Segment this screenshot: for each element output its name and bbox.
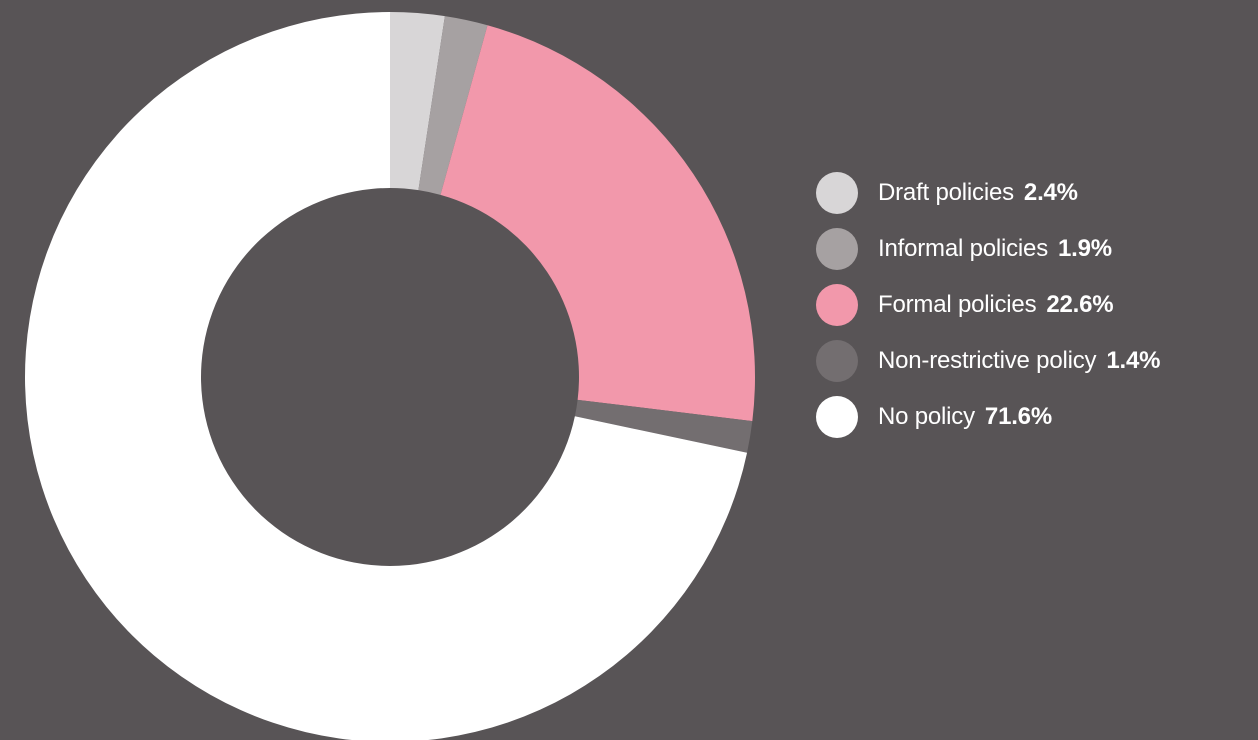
legend-label-draft-policies: Draft policies <box>878 179 1014 206</box>
legend-value-informal-policies: 1.9% <box>1058 235 1112 262</box>
donut-slice-draft-policies <box>390 12 445 191</box>
legend-value-formal-policies: 22.6% <box>1046 291 1114 318</box>
legend-swatch-no-policy <box>816 396 858 438</box>
donut-slice-informal-policies <box>418 16 488 195</box>
legend-value-no-policy: 71.6% <box>984 403 1052 430</box>
legend-item-informal-policies: Informal policies 1.9% <box>816 228 1160 270</box>
legend-item-no-policy: No policy 71.6% <box>816 396 1160 438</box>
legend-label-informal-policies: Informal policies <box>878 235 1049 262</box>
legend-label-formal-policies: Formal policies <box>878 291 1037 318</box>
legend-swatch-formal-policies <box>816 284 858 326</box>
legend-value-non-restrictive-policy: 1.4% <box>1106 347 1161 374</box>
legend-swatch-non-restrictive-policy <box>816 340 858 382</box>
donut-slice-no-policy <box>25 12 748 740</box>
legend-value-draft-policies: 2.4% <box>1023 179 1078 206</box>
legend-label-non-restrictive-policy: Non-restrictive policy <box>878 347 1097 374</box>
legend-swatch-draft-policies <box>816 172 858 214</box>
legend-item-formal-policies: Formal policies 22.6% <box>816 284 1160 326</box>
donut-slice-non-restrictive-policy <box>574 399 753 453</box>
legend-label-no-policy: No policy <box>878 403 975 430</box>
legend-item-draft-policies: Draft policies 2.4% <box>816 172 1160 214</box>
legend-item-non-restrictive-policy: Non-restrictive policy 1.4% <box>816 340 1160 382</box>
donut-slice-formal-policies <box>440 25 755 422</box>
legend-swatch-informal-policies <box>816 228 858 270</box>
legend: Draft policies 2.4% Informal policies 1.9%… <box>816 172 1160 438</box>
